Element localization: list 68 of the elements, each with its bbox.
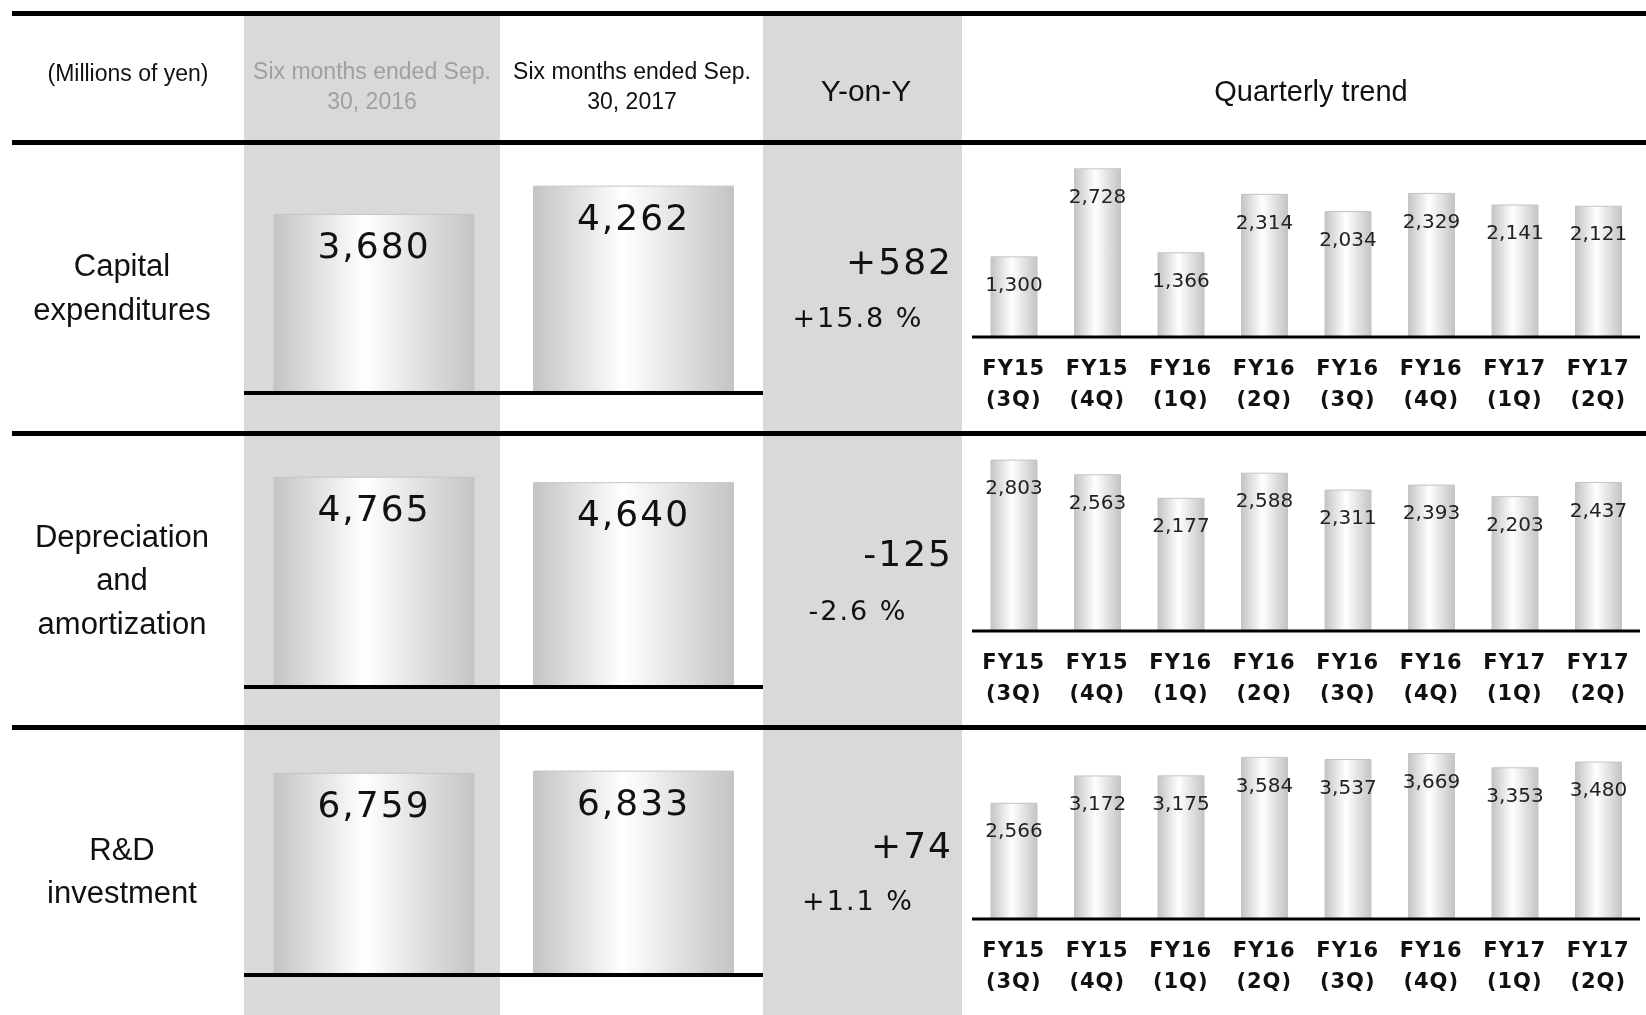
x-tick-label: FY16 (4Q) xyxy=(1399,938,1463,993)
x-tick-label: FY15 (3Q) xyxy=(982,650,1046,705)
x-tick-label: FY15 (4Q) xyxy=(1065,938,1129,993)
text: -125 xyxy=(862,532,953,574)
data-label: 3,353 xyxy=(1486,783,1544,807)
data-label: 3,680 xyxy=(317,224,431,266)
data-label: 2,728 xyxy=(1068,184,1127,209)
data-label: 2,314 xyxy=(1235,209,1294,234)
text: -2.6 % xyxy=(807,594,909,626)
data-label: 2,803 xyxy=(985,475,1043,500)
data-label: 3,537 xyxy=(1319,774,1377,799)
text: Quarterly trend xyxy=(1213,74,1409,109)
x-tick-label: FY17 (1Q) xyxy=(1483,938,1547,993)
data-label: 2,177 xyxy=(1152,513,1210,538)
text: R&D investment xyxy=(46,830,198,912)
data-label: 3,172 xyxy=(1068,791,1127,816)
data-label: 2,034 xyxy=(1319,226,1377,251)
data-label: 2,588 xyxy=(1235,488,1294,513)
x-tick-label: FY17 (1Q) xyxy=(1483,650,1547,705)
x-tick-label: FY17 (2Q) xyxy=(1566,938,1630,993)
x-tick-label: FY16 (4Q) xyxy=(1399,356,1463,411)
x-tick-label: FY16 (2Q) xyxy=(1232,650,1296,705)
text: +582 xyxy=(845,240,953,282)
x-tick-label: FY15 (3Q) xyxy=(982,938,1046,993)
text: Capital expenditures xyxy=(32,247,212,329)
data-label: 3,175 xyxy=(1152,791,1210,816)
text: Depreciation and amortization xyxy=(33,517,210,643)
data-label: 2,566 xyxy=(985,818,1043,843)
data-label: 3,669 xyxy=(1402,768,1461,793)
x-tick-label: FY17 (2Q) xyxy=(1566,356,1630,411)
text: +74 xyxy=(870,824,953,866)
x-tick-label: FY16 (1Q) xyxy=(1149,938,1213,993)
data-label: 1,300 xyxy=(985,272,1043,297)
data-label: 4,640 xyxy=(576,493,691,535)
data-label: 6,759 xyxy=(317,783,431,825)
data-label: 3,480 xyxy=(1569,777,1628,802)
data-label: 2,437 xyxy=(1569,497,1628,522)
x-tick-label: FY16 (2Q) xyxy=(1232,356,1296,411)
x-tick-label: FY17 (1Q) xyxy=(1483,356,1547,411)
x-tick-label: FY16 (4Q) xyxy=(1399,650,1463,705)
data-label: 6,833 xyxy=(576,781,691,823)
x-tick-label: FY16 (3Q) xyxy=(1316,650,1380,705)
data-label: 4,765 xyxy=(317,487,431,529)
x-tick-label: FY15 (4Q) xyxy=(1065,650,1129,705)
text: Six months ended Sep. 30, 2017 xyxy=(512,57,752,116)
x-tick-label: FY15 (4Q) xyxy=(1065,356,1129,411)
data-label: 2,393 xyxy=(1402,500,1461,525)
text: +1.1 % xyxy=(801,885,915,917)
x-tick-label: FY16 (2Q) xyxy=(1232,938,1296,993)
data-label: 2,203 xyxy=(1486,511,1544,536)
x-tick-label: FY17 (2Q) xyxy=(1566,650,1630,705)
x-tick-label: FY16 (3Q) xyxy=(1316,356,1380,411)
data-label: 2,329 xyxy=(1402,208,1461,233)
data-label: 2,563 xyxy=(1068,489,1127,514)
x-tick-label: FY16 (1Q) xyxy=(1149,650,1213,705)
x-tick-label: FY16 (1Q) xyxy=(1149,356,1213,411)
data-label: 4,262 xyxy=(576,196,691,238)
text: +15.8 % xyxy=(791,302,925,334)
text: Y-on-Y xyxy=(819,73,913,109)
text: (Millions of yen) xyxy=(46,59,210,88)
data-label: 2,311 xyxy=(1319,505,1377,530)
x-tick-label: FY16 (3Q) xyxy=(1316,938,1380,993)
data-label: 1,366 xyxy=(1152,267,1210,292)
data-label: 2,121 xyxy=(1569,221,1628,246)
x-tick-label: FY15 (3Q) xyxy=(982,356,1046,411)
data-label: 2,141 xyxy=(1486,220,1544,245)
data-label: 3,584 xyxy=(1235,772,1294,797)
text: Six months ended Sep. 30, 2016 xyxy=(252,57,492,116)
